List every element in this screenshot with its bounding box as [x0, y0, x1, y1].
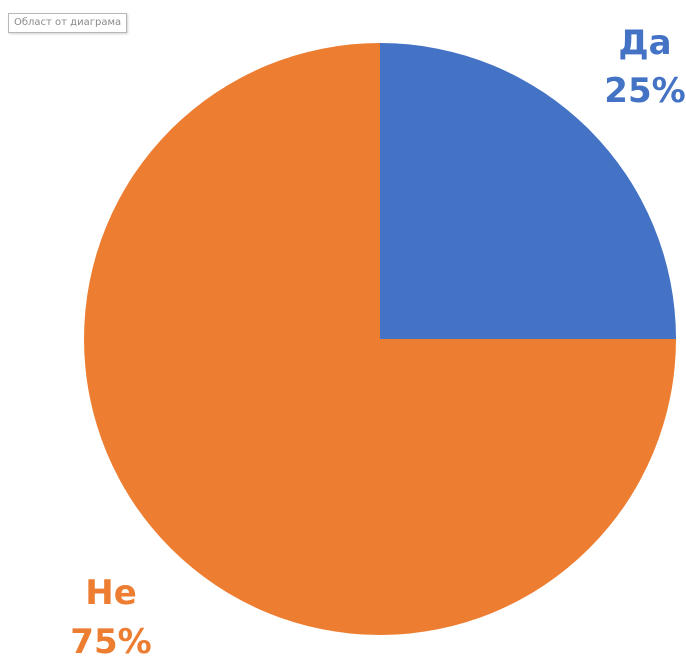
pie-slice-ne[interactable] — [84, 43, 676, 635]
slice-label-da-value: 25% — [604, 71, 685, 111]
slice-label-da: Да 25% — [604, 23, 685, 111]
chart-area-tooltip: Област от диаграма — [8, 13, 128, 33]
pie-slices[interactable] — [84, 43, 676, 635]
slice-label-ne-category: Не — [85, 573, 137, 613]
slice-label-ne-value: 75% — [70, 622, 151, 658]
slice-label-ne: Не 75% — [70, 573, 151, 658]
slice-label-da-category: Да — [618, 23, 671, 63]
pie-slice-da[interactable] — [380, 43, 676, 339]
